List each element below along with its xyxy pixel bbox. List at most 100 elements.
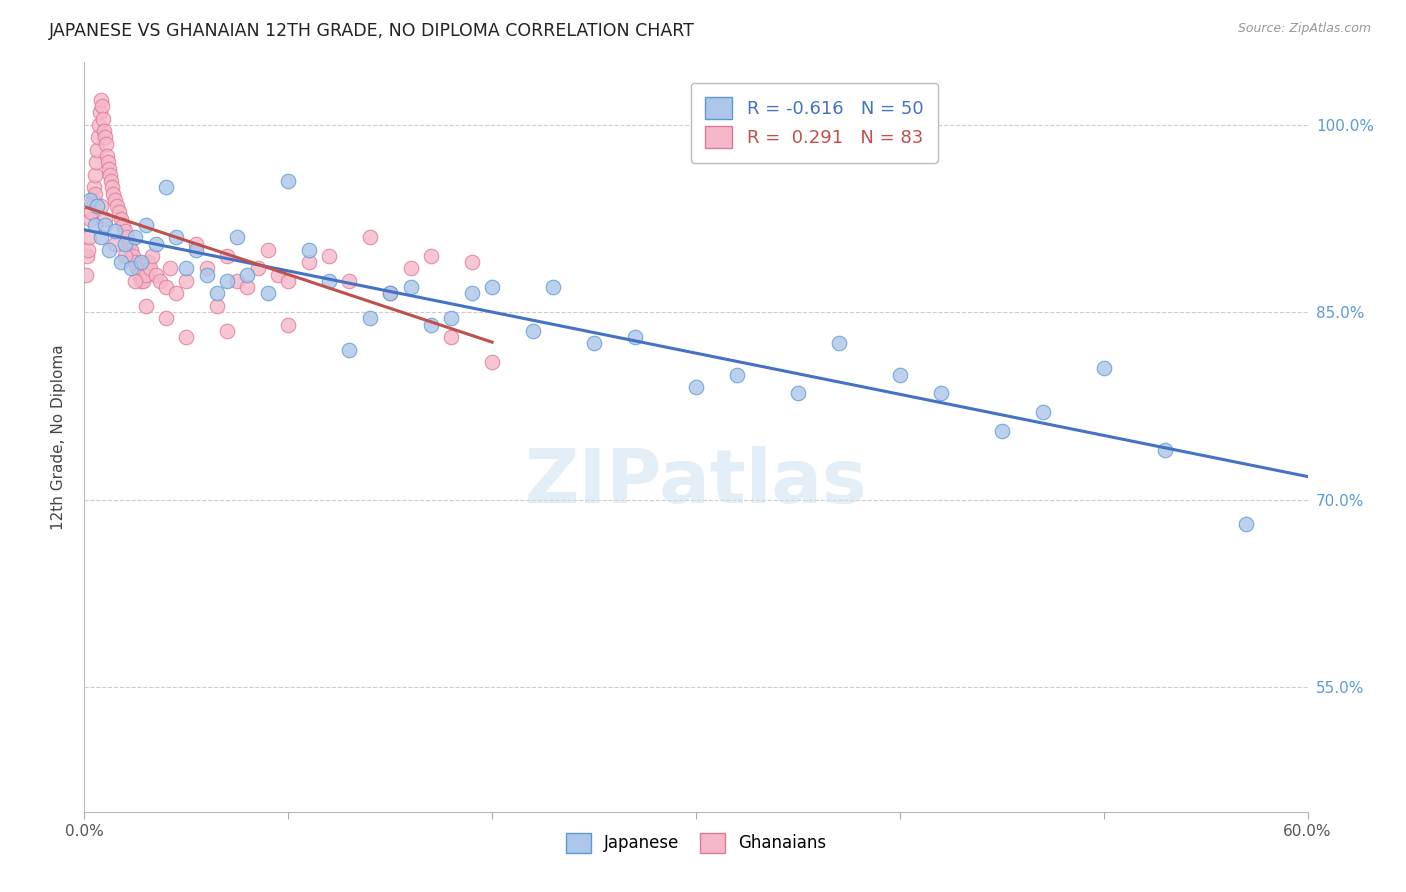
Point: [440, 330, 463, 344]
Point: [277, 318, 299, 332]
Point: [75, 268, 97, 282]
Point: [186, 236, 208, 251]
Point: [1032, 405, 1054, 419]
Point: [828, 336, 851, 351]
Point: [461, 286, 484, 301]
Point: [127, 261, 149, 276]
Point: [145, 268, 167, 282]
Point: [135, 268, 157, 282]
Point: [86, 199, 108, 213]
Text: JAPANESE VS GHANAIAN 12TH GRADE, NO DIPLOMA CORRELATION CHART: JAPANESE VS GHANAIAN 12TH GRADE, NO DIPL…: [49, 22, 695, 40]
Point: [120, 261, 142, 276]
Point: [522, 324, 544, 338]
Point: [105, 199, 128, 213]
Point: [298, 243, 321, 257]
Point: [583, 336, 606, 351]
Point: [339, 343, 361, 357]
Point: [267, 268, 290, 282]
Point: [991, 424, 1014, 438]
Point: [399, 280, 422, 294]
Point: [257, 286, 280, 301]
Point: [110, 211, 132, 226]
Point: [217, 274, 239, 288]
Point: [83, 218, 105, 232]
Point: [93, 218, 115, 232]
Point: [101, 186, 124, 201]
Point: [79, 193, 101, 207]
Point: [359, 230, 381, 244]
Point: [90, 99, 112, 113]
Point: [277, 274, 299, 288]
Point: [97, 161, 120, 176]
Point: [236, 268, 259, 282]
Point: [94, 136, 117, 151]
Point: [155, 280, 177, 294]
Point: [165, 230, 187, 244]
Y-axis label: 12th Grade, No Diploma: 12th Grade, No Diploma: [51, 344, 66, 530]
Point: [725, 368, 748, 382]
Point: [624, 330, 647, 344]
Point: [226, 230, 249, 244]
Point: [420, 318, 443, 332]
Point: [87, 118, 110, 132]
Point: [135, 218, 157, 232]
Point: [91, 112, 114, 126]
Point: [217, 249, 239, 263]
Point: [195, 261, 218, 276]
Point: [97, 243, 120, 257]
Point: [277, 174, 299, 188]
Point: [90, 93, 112, 107]
Point: [787, 386, 810, 401]
Point: [132, 274, 155, 288]
Point: [461, 255, 484, 269]
Point: [165, 286, 187, 301]
Point: [114, 224, 136, 238]
Point: [159, 261, 181, 276]
Point: [186, 243, 208, 257]
Point: [174, 330, 197, 344]
Point: [86, 130, 108, 145]
Point: [440, 311, 463, 326]
Point: [90, 199, 112, 213]
Point: [124, 230, 146, 244]
Point: [114, 249, 136, 263]
Point: [481, 355, 503, 369]
Point: [110, 255, 132, 269]
Point: [339, 274, 361, 288]
Point: [100, 174, 122, 188]
Point: [76, 249, 98, 263]
Point: [83, 180, 105, 194]
Point: [685, 380, 707, 394]
Point: [86, 143, 108, 157]
Point: [115, 230, 138, 244]
Point: [420, 249, 443, 263]
Point: [124, 255, 146, 269]
Point: [79, 230, 101, 244]
Point: [118, 236, 141, 251]
Point: [543, 280, 565, 294]
Point: [80, 205, 103, 219]
Point: [104, 193, 127, 207]
Point: [359, 311, 381, 326]
Point: [318, 249, 340, 263]
Text: Source: ZipAtlas.com: Source: ZipAtlas.com: [1237, 22, 1371, 36]
Point: [155, 311, 177, 326]
Text: ZIPatlas: ZIPatlas: [524, 445, 868, 518]
Point: [108, 205, 131, 219]
Point: [120, 243, 142, 257]
Point: [96, 149, 118, 163]
Point: [83, 168, 105, 182]
Point: [889, 368, 911, 382]
Point: [131, 274, 153, 288]
Point: [112, 218, 135, 232]
Point: [399, 261, 422, 276]
Point: [114, 236, 136, 251]
Point: [195, 268, 218, 282]
Point: [1236, 517, 1258, 532]
Point: [79, 211, 101, 226]
Point: [128, 268, 150, 282]
Legend: Japanese, Ghanaians: Japanese, Ghanaians: [560, 826, 832, 860]
Point: [205, 299, 228, 313]
Point: [380, 286, 402, 301]
Point: [298, 255, 321, 269]
